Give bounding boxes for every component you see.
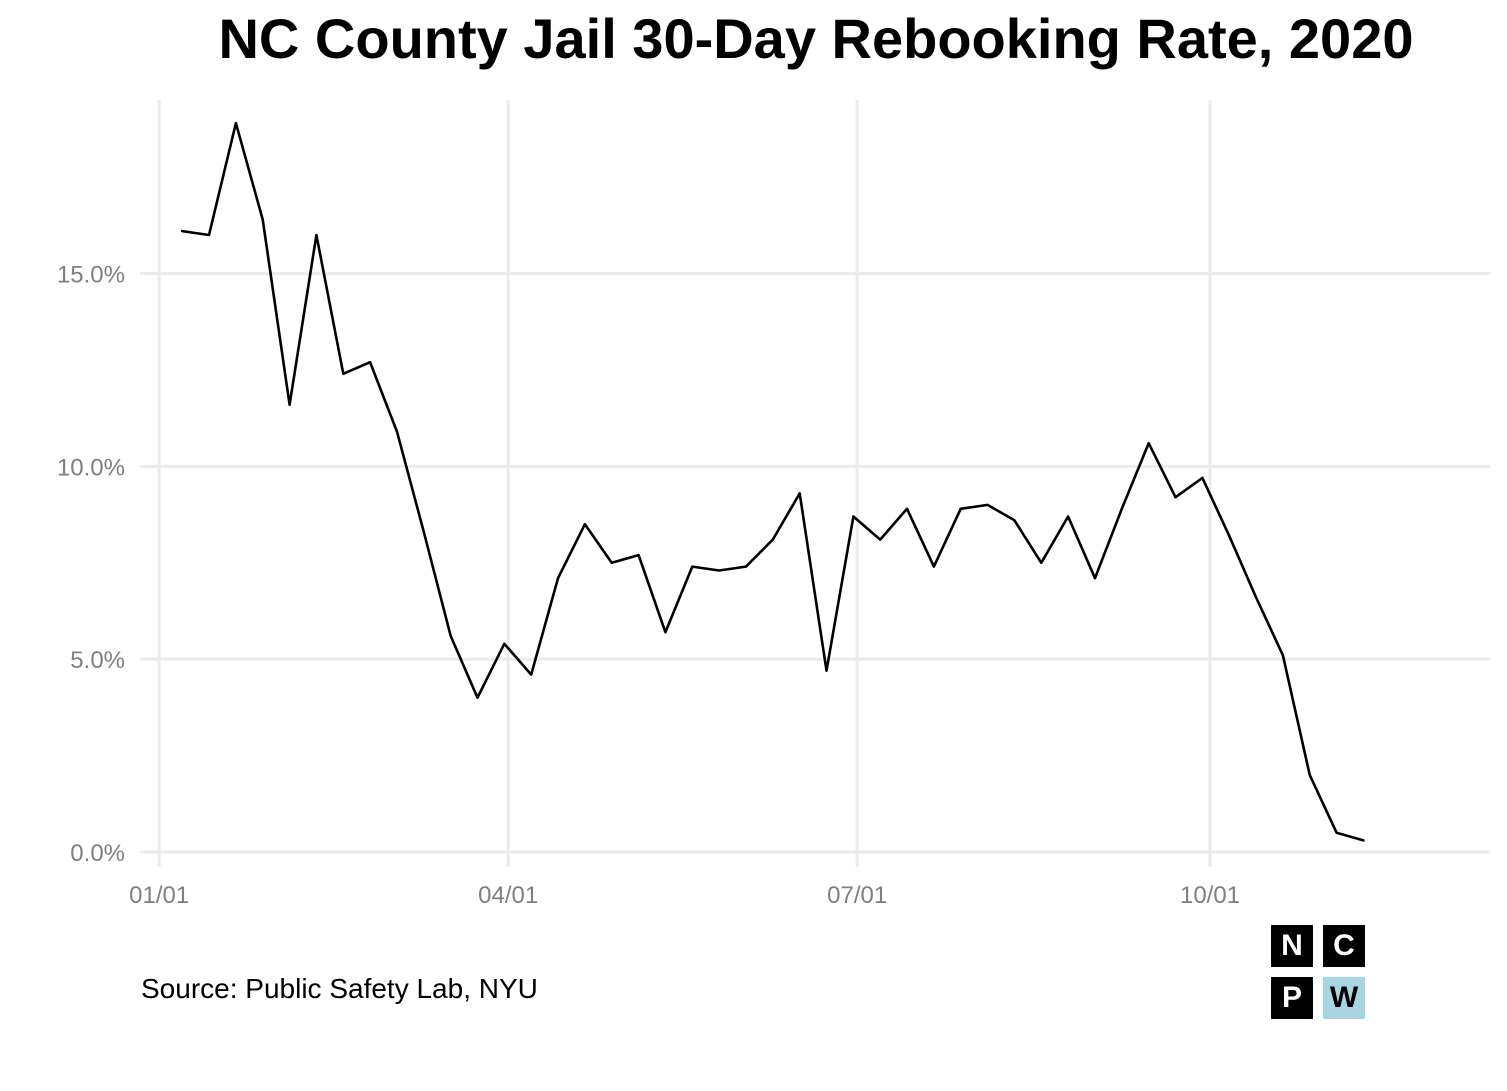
- y-axis-ticks: 0.0% 5.0% 10.0% 15.0%: [57, 262, 125, 867]
- source-note: Source: Public Safety Lab, NYU: [141, 973, 538, 1004]
- x-tick-label: 07/01: [827, 882, 887, 909]
- series-line: [180, 121, 1365, 842]
- logo-letter-w: W: [1323, 977, 1365, 1019]
- y-tick-label: 5.0%: [70, 647, 125, 674]
- y-tick-label: 10.0%: [57, 454, 125, 481]
- x-axis-ticks: 01/01 04/01 07/01 10/01: [129, 882, 1240, 909]
- logo-letter-c: C: [1323, 925, 1365, 967]
- x-tick-label: 01/01: [129, 882, 189, 909]
- x-tick-label: 04/01: [478, 882, 538, 909]
- x-tick-label: 10/01: [1180, 882, 1240, 909]
- ncpw-logo: N C P W: [1271, 925, 1366, 1020]
- grid-lines: [140, 100, 1490, 867]
- y-tick-label: 0.0%: [70, 840, 125, 867]
- chart-title: NC County Jail 30-Day Rebooking Rate, 20…: [218, 7, 1414, 70]
- series-layer: [180, 121, 1365, 842]
- logo-letter-n: N: [1271, 925, 1313, 967]
- y-tick-label: 15.0%: [57, 262, 125, 289]
- logo-letter-p: P: [1271, 977, 1313, 1019]
